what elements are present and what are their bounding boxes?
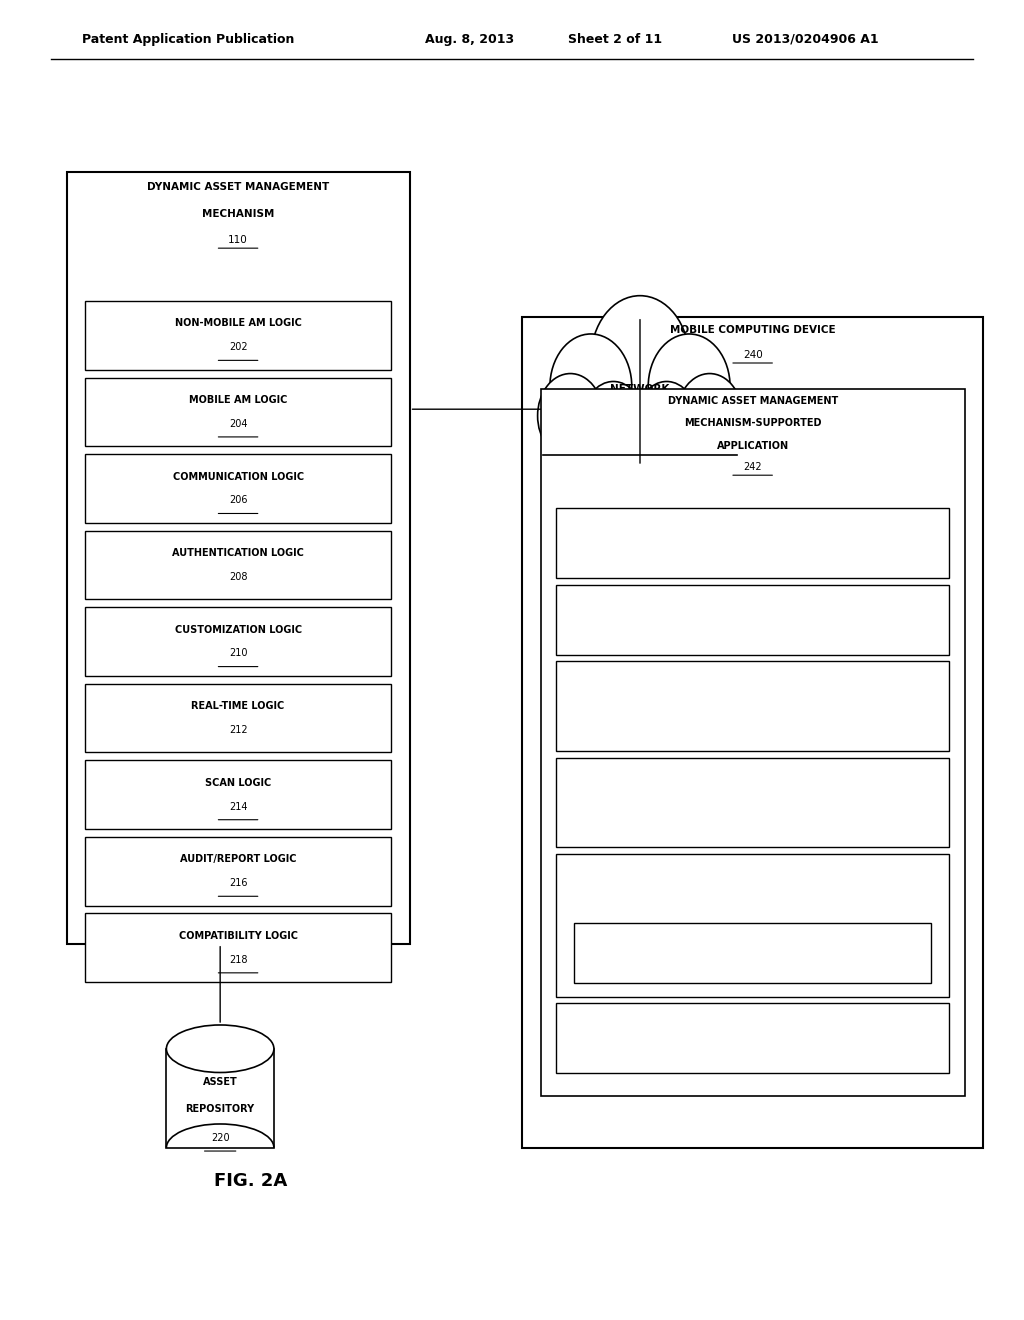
FancyBboxPatch shape	[85, 301, 391, 370]
Ellipse shape	[591, 296, 689, 422]
FancyBboxPatch shape	[85, 531, 391, 599]
FancyBboxPatch shape	[556, 661, 949, 751]
Text: USER INTERFACE: USER INTERFACE	[707, 940, 799, 950]
Text: REAL-TIME LOGIC: REAL-TIME LOGIC	[191, 701, 285, 711]
Text: COMMUNICATION LOGIC: COMMUNICATION LOGIC	[172, 471, 304, 482]
Text: APPLICATION COMPONENT: APPLICATION COMPONENT	[680, 867, 825, 878]
FancyBboxPatch shape	[85, 760, 391, 829]
FancyBboxPatch shape	[574, 923, 931, 983]
Ellipse shape	[648, 334, 730, 440]
Ellipse shape	[538, 374, 603, 458]
Ellipse shape	[550, 334, 632, 440]
FancyBboxPatch shape	[522, 317, 983, 1148]
Text: 246: 246	[743, 627, 762, 636]
FancyBboxPatch shape	[556, 758, 949, 847]
Text: MOBILE AM LOGIC: MOBILE AM LOGIC	[188, 395, 288, 405]
Text: DYNAMIC ASSET MANAGEMENT: DYNAMIC ASSET MANAGEMENT	[147, 182, 329, 193]
Text: ASSET: ASSET	[203, 1077, 238, 1088]
Text: 248: 248	[743, 722, 762, 733]
Ellipse shape	[636, 381, 697, 461]
Text: APPLICATION: APPLICATION	[717, 441, 788, 451]
Text: US 2013/0204906 A1: US 2013/0204906 A1	[732, 33, 879, 46]
FancyBboxPatch shape	[556, 508, 949, 578]
Text: 206: 206	[228, 495, 248, 506]
Text: FIG. 2A: FIG. 2A	[214, 1172, 288, 1191]
FancyBboxPatch shape	[556, 585, 949, 655]
Text: 220: 220	[211, 1133, 229, 1143]
Text: MECHANISM: MECHANISM	[202, 209, 274, 219]
Text: Sheet 2 of 11: Sheet 2 of 11	[568, 33, 663, 46]
Text: REPOSITORY: REPOSITORY	[185, 1104, 255, 1114]
Text: 250: 250	[743, 818, 762, 829]
Text: 212: 212	[228, 725, 248, 735]
Text: NETWORK: NETWORK	[610, 384, 670, 395]
Text: AUTHENTICATION COMPONENT: AUTHENTICATION COMPONENT	[668, 528, 838, 537]
Text: COMPONENT: COMPONENT	[718, 700, 787, 710]
Ellipse shape	[677, 374, 742, 458]
Text: 218: 218	[228, 954, 248, 965]
Text: COMPONENT: COMPONENT	[718, 796, 787, 807]
Text: 202: 202	[228, 342, 248, 352]
FancyBboxPatch shape	[85, 837, 391, 906]
Text: DYNAMIC ASSET MANAGEMENT: DYNAMIC ASSET MANAGEMENT	[668, 396, 838, 407]
FancyBboxPatch shape	[85, 607, 391, 676]
Text: ASSET MANAGEMENT: ASSET MANAGEMENT	[694, 775, 811, 785]
Text: 230: 230	[631, 441, 649, 451]
Text: 252: 252	[743, 887, 762, 898]
Text: COMPATIBILITY LOGIC: COMPATIBILITY LOGIC	[178, 931, 298, 941]
Text: 242: 242	[743, 462, 762, 473]
FancyBboxPatch shape	[556, 854, 949, 997]
FancyBboxPatch shape	[67, 172, 410, 944]
Text: Patent Application Publication: Patent Application Publication	[82, 33, 294, 46]
Text: 258: 258	[743, 961, 762, 972]
Text: MECHANISM-SUPPORTED: MECHANISM-SUPPORTED	[684, 418, 821, 429]
FancyBboxPatch shape	[85, 684, 391, 752]
Text: 110: 110	[228, 235, 248, 246]
Text: (E.G., INTERNET): (E.G., INTERNET)	[599, 411, 681, 421]
Text: 210: 210	[228, 648, 248, 659]
Text: 208: 208	[228, 572, 248, 582]
FancyBboxPatch shape	[85, 454, 391, 523]
Text: 216: 216	[228, 878, 248, 888]
Text: Aug. 8, 2013: Aug. 8, 2013	[425, 33, 514, 46]
Text: SCAN LOGIC: SCAN LOGIC	[205, 777, 271, 788]
Text: CUSTOMIZATION LOGIC: CUSTOMIZATION LOGIC	[174, 624, 302, 635]
FancyBboxPatch shape	[85, 913, 391, 982]
Text: AUDIT/REPORT LOGIC: AUDIT/REPORT LOGIC	[180, 854, 296, 865]
Text: AUTHENTICATION LOGIC: AUTHENTICATION LOGIC	[172, 548, 304, 558]
FancyBboxPatch shape	[556, 1003, 949, 1073]
FancyBboxPatch shape	[166, 1048, 274, 1147]
Text: 204: 204	[228, 418, 248, 429]
Text: 214: 214	[228, 801, 248, 812]
FancyBboxPatch shape	[541, 389, 965, 1096]
Text: NON-MOBILE AM LOGIC: NON-MOBILE AM LOGIC	[175, 318, 301, 329]
Text: SCAN COMPONENT: SCAN COMPONENT	[700, 1023, 805, 1032]
Text: 240: 240	[742, 350, 763, 360]
Text: 256: 256	[743, 1045, 762, 1055]
Text: 244: 244	[743, 550, 762, 560]
Text: APPLICATION MANIFEST: APPLICATION MANIFEST	[687, 678, 818, 689]
Text: MOBILE COMPUTING DEVICE: MOBILE COMPUTING DEVICE	[670, 325, 836, 335]
Ellipse shape	[583, 381, 644, 461]
Text: REFERENCE DATA COMPONENT: REFERENCE DATA COMPONENT	[669, 605, 837, 614]
FancyBboxPatch shape	[85, 378, 391, 446]
Ellipse shape	[166, 1024, 274, 1072]
